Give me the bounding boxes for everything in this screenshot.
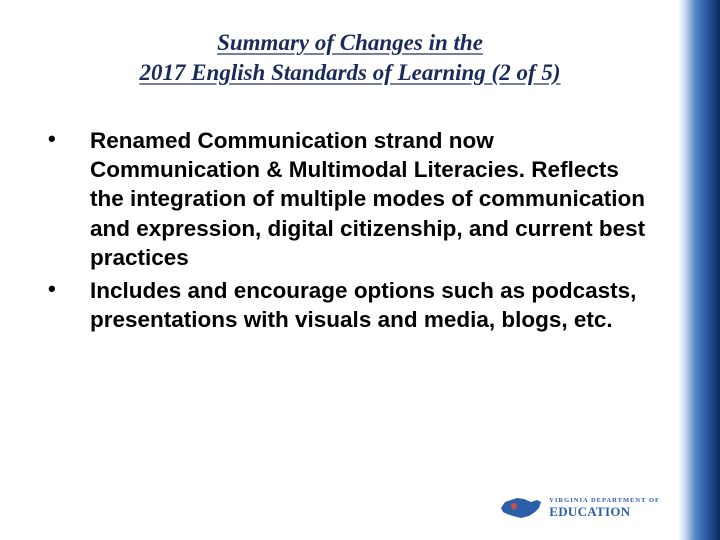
bullet-text: Includes and encourage options such as p… (90, 276, 650, 335)
bullet-text: Renamed Communication strand now Communi… (90, 126, 650, 272)
vdoe-logo: VIRGINIA DEPARTMENT OF EDUCATION (499, 494, 660, 522)
slide-title: Summary of Changes in the 2017 English S… (0, 0, 720, 88)
bullet-marker: • (40, 126, 90, 272)
title-line-1: Summary of Changes in the (40, 28, 660, 58)
virginia-shape-icon (499, 494, 543, 522)
bullet-item: • Renamed Communication strand now Commu… (40, 126, 650, 272)
title-line-2: 2017 English Standards of Learning (2 of… (40, 58, 660, 88)
bullet-content: • Renamed Communication strand now Commu… (0, 88, 720, 335)
gradient-sidebar (678, 0, 720, 540)
bullet-item: • Includes and encourage options such as… (40, 276, 650, 335)
logo-text-block: VIRGINIA DEPARTMENT OF EDUCATION (549, 498, 660, 518)
logo-text-bottom: EDUCATION (549, 505, 660, 518)
bullet-marker: • (40, 276, 90, 335)
